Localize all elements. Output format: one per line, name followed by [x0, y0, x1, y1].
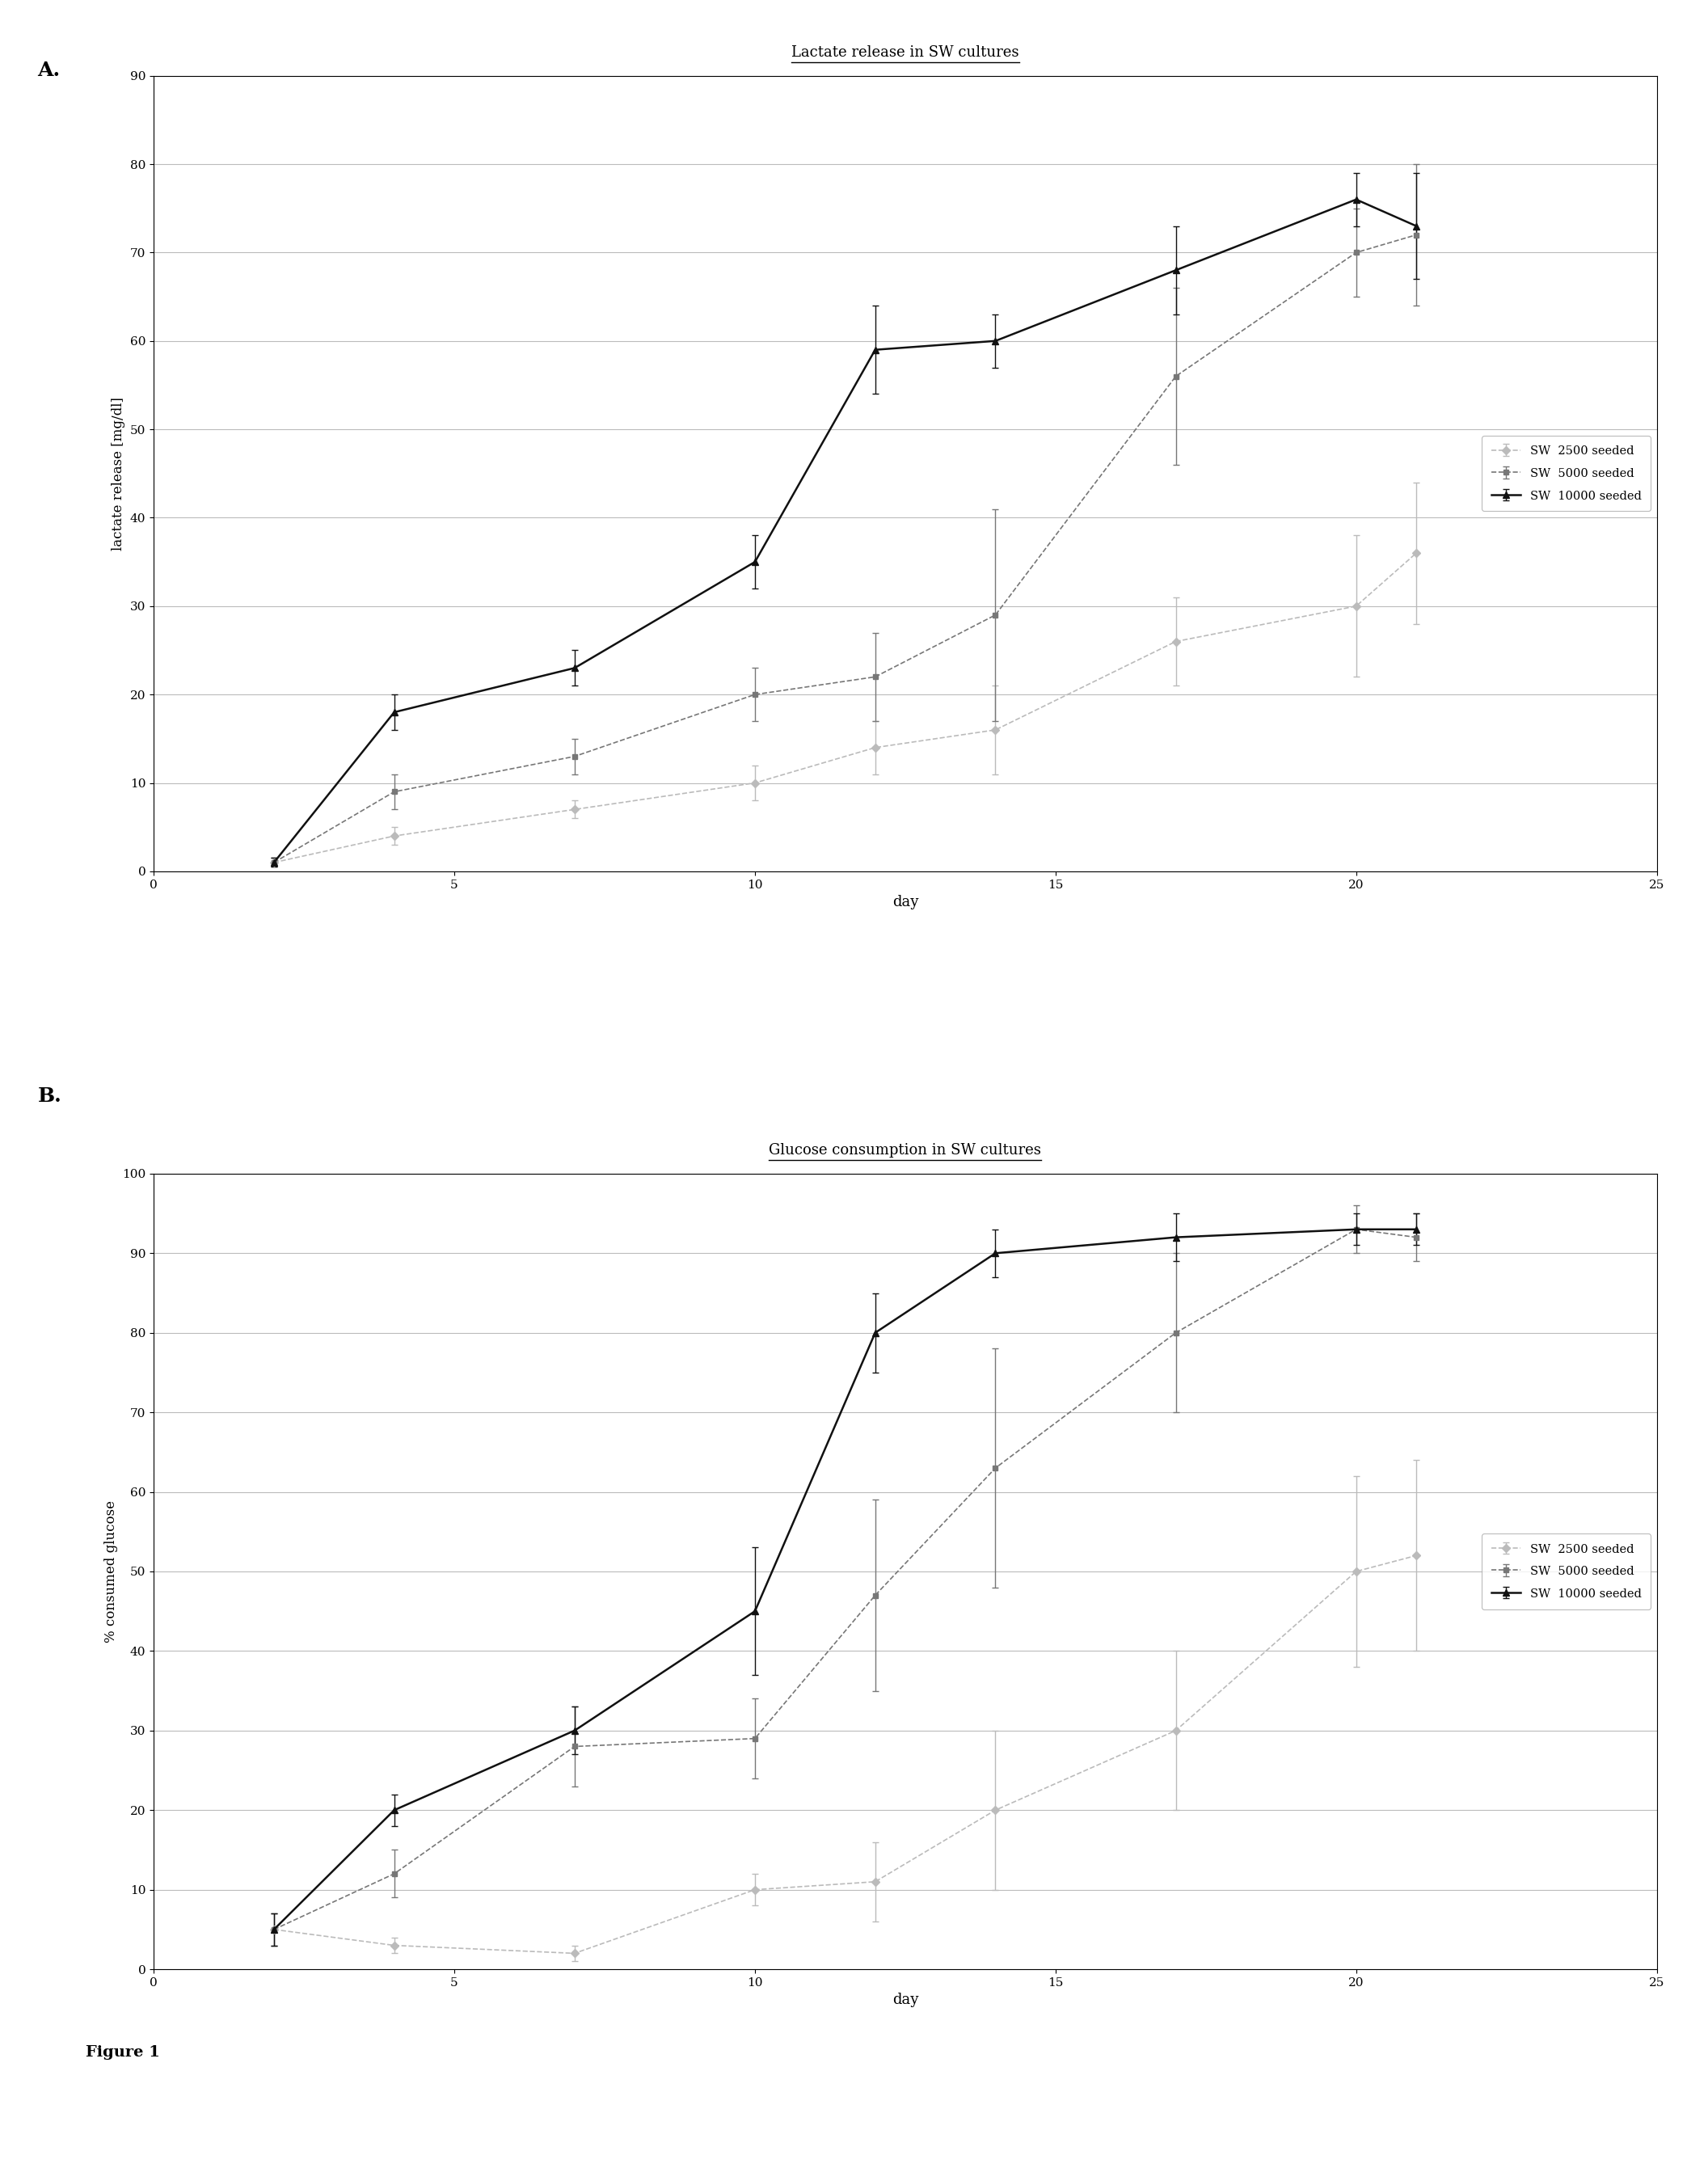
Y-axis label: % consumed glucose: % consumed glucose	[104, 1500, 118, 1642]
Text: Figure 1: Figure 1	[85, 2045, 159, 2060]
Text: Glucose consumption in SW cultures: Glucose consumption in SW cultures	[769, 1143, 1042, 1158]
Text: B.: B.	[38, 1086, 61, 1106]
Text: Lactate release in SW cultures: Lactate release in SW cultures	[791, 45, 1020, 61]
Legend: SW  2500 seeded, SW  5000 seeded, SW  10000 seeded: SW 2500 seeded, SW 5000 seeded, SW 10000…	[1481, 435, 1652, 511]
Y-axis label: lactate release [mg/dl]: lactate release [mg/dl]	[111, 396, 126, 550]
Text: A.: A.	[38, 61, 60, 80]
Legend: SW  2500 seeded, SW  5000 seeded, SW  10000 seeded: SW 2500 seeded, SW 5000 seeded, SW 10000…	[1481, 1534, 1652, 1610]
X-axis label: day: day	[892, 1993, 919, 2008]
X-axis label: day: day	[892, 896, 919, 909]
